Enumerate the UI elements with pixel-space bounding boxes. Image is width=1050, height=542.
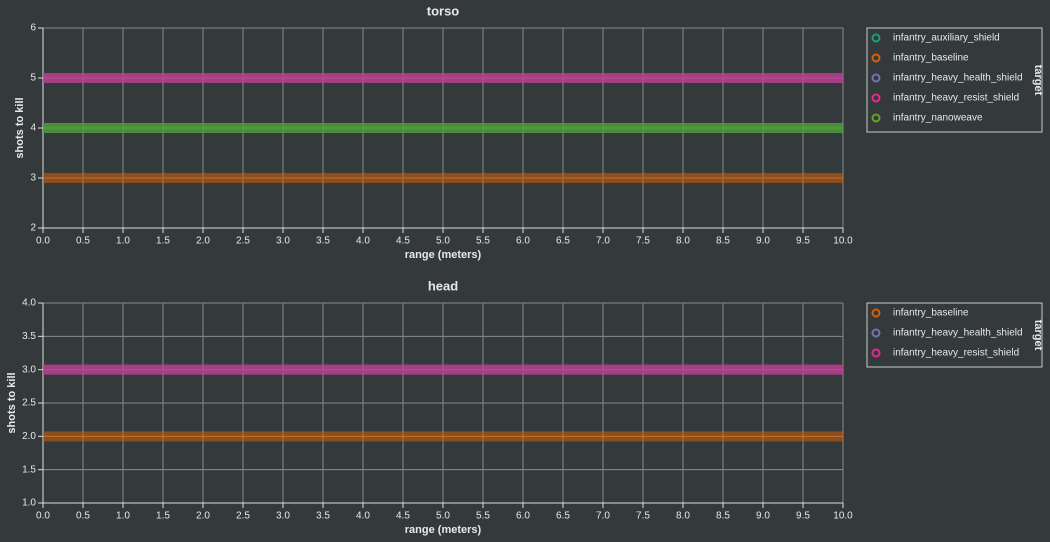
x-tick-label: 4.5 xyxy=(396,511,410,522)
x-tick-label: 7.5 xyxy=(636,511,650,522)
x-tick-label: 8.5 xyxy=(716,511,730,522)
x-tick-label: 1.0 xyxy=(116,511,130,522)
legend-symbol xyxy=(871,93,881,103)
chart-title: head xyxy=(428,278,458,293)
y-tick-label: 3.5 xyxy=(22,331,36,342)
legend-symbol xyxy=(871,113,881,123)
legend-label: infantry_baseline xyxy=(893,53,969,64)
x-tick-label: 0.0 xyxy=(36,511,50,522)
legend-label: infantry_heavy_health_shield xyxy=(893,73,1023,84)
legend-symbol xyxy=(871,33,881,43)
x-tick-label: 4.0 xyxy=(356,511,370,522)
legend-label: infantry_auxiliary_shield xyxy=(893,33,1000,44)
legend-label: infantry_baseline xyxy=(893,308,969,319)
x-tick-label: 7.0 xyxy=(596,236,610,247)
x-axis-title: range (meters) xyxy=(405,524,482,536)
x-tick-label: 9.5 xyxy=(796,511,810,522)
x-tick-label: 3.0 xyxy=(276,236,290,247)
x-tick-label: 0.5 xyxy=(76,236,90,247)
legend-symbol xyxy=(871,308,881,318)
legend-label: infantry_heavy_resist_shield xyxy=(893,348,1019,359)
x-tick-label: 2.0 xyxy=(196,236,210,247)
y-tick-label: 2.0 xyxy=(22,431,36,442)
y-axis-title: shots to kill xyxy=(14,97,26,158)
legend-label: infantry_heavy_health_shield xyxy=(893,328,1023,339)
legend-label: infantry_nanoweave xyxy=(893,113,983,124)
x-tick-label: 1.0 xyxy=(116,236,130,247)
x-tick-label: 9.0 xyxy=(756,236,770,247)
x-tick-label: 7.0 xyxy=(596,511,610,522)
x-tick-label: 4.0 xyxy=(356,236,370,247)
x-tick-label: 6.5 xyxy=(556,236,570,247)
legend-title: target xyxy=(1032,65,1044,96)
x-tick-label: 5.0 xyxy=(436,236,450,247)
legend-title: target xyxy=(1032,320,1044,351)
x-tick-label: 2.0 xyxy=(196,511,210,522)
y-tick-label: 2.5 xyxy=(22,398,36,409)
legend-symbol xyxy=(871,53,881,63)
x-tick-label: 5.0 xyxy=(436,511,450,522)
x-tick-label: 10.0 xyxy=(833,511,853,522)
x-tick-label: 6.0 xyxy=(516,511,530,522)
legend-symbol xyxy=(871,328,881,338)
x-tick-label: 7.5 xyxy=(636,236,650,247)
y-tick-label: 3.0 xyxy=(22,364,36,375)
x-tick-label: 0.5 xyxy=(76,511,90,522)
x-tick-label: 4.5 xyxy=(396,236,410,247)
x-tick-label: 6.5 xyxy=(556,511,570,522)
x-tick-label: 1.5 xyxy=(156,511,170,522)
x-tick-label: 3.5 xyxy=(316,511,330,522)
x-tick-label: 8.0 xyxy=(676,236,690,247)
legend-box xyxy=(866,27,1043,133)
x-tick-label: 8.5 xyxy=(716,236,730,247)
y-tick-label: 2 xyxy=(30,223,36,234)
x-tick-label: 9.5 xyxy=(796,236,810,247)
x-tick-label: 3.0 xyxy=(276,511,290,522)
y-tick-label: 3 xyxy=(30,173,36,184)
y-tick-label: 4 xyxy=(30,123,36,134)
y-tick-label: 1.0 xyxy=(22,498,36,509)
legend-symbol xyxy=(871,348,881,358)
x-tick-label: 1.5 xyxy=(156,236,170,247)
x-tick-label: 9.0 xyxy=(756,511,770,522)
legend-symbol xyxy=(871,73,881,83)
x-tick-label: 10.0 xyxy=(833,236,853,247)
x-tick-label: 6.0 xyxy=(516,236,530,247)
y-tick-label: 1.5 xyxy=(22,464,36,475)
legend-label: infantry_heavy_resist_shield xyxy=(893,93,1019,104)
x-tick-label: 8.0 xyxy=(676,511,690,522)
y-tick-label: 4.0 xyxy=(22,298,36,309)
x-tick-label: 3.5 xyxy=(316,236,330,247)
chart-title: torso xyxy=(427,3,460,18)
x-axis-title: range (meters) xyxy=(405,249,482,261)
legend-box xyxy=(866,302,1043,368)
x-tick-label: 0.0 xyxy=(36,236,50,247)
x-tick-label: 2.5 xyxy=(236,511,250,522)
x-tick-label: 5.5 xyxy=(476,511,490,522)
y-tick-label: 6 xyxy=(30,23,36,34)
y-tick-label: 5 xyxy=(30,73,36,84)
x-tick-label: 5.5 xyxy=(476,236,490,247)
x-tick-label: 2.5 xyxy=(236,236,250,247)
y-axis-title: shots to kill xyxy=(6,372,18,433)
